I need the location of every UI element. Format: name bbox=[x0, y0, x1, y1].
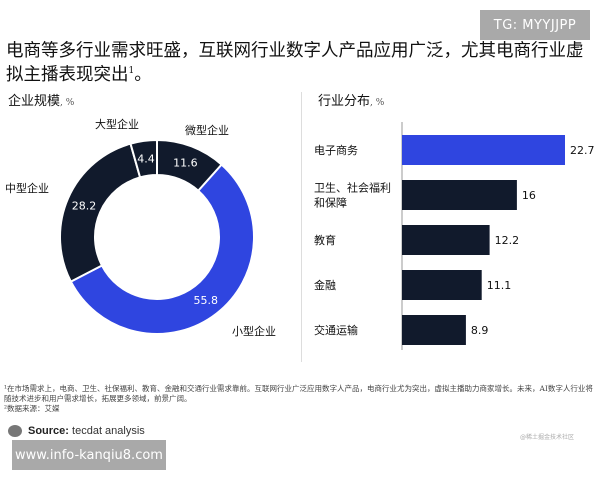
tecdat-logo-icon bbox=[8, 425, 22, 438]
bar-title: 行业分布, % bbox=[318, 94, 385, 109]
bar bbox=[402, 270, 482, 300]
bar-category-label: 金融 bbox=[314, 278, 336, 292]
slice-value: 4.4 bbox=[137, 152, 155, 165]
bar bbox=[402, 225, 490, 255]
slice-label: 中型企业 bbox=[5, 181, 49, 195]
bar bbox=[402, 135, 565, 165]
bar-value: 22.7 bbox=[570, 144, 595, 157]
bar bbox=[402, 180, 517, 210]
donut-slice bbox=[59, 142, 142, 283]
donut-title: 企业规模, % bbox=[8, 94, 75, 109]
footnotes: ¹在市场需求上，电商、卫生、社保福利、教育、金融和交通行业需求靠前。互联网行业广… bbox=[4, 384, 594, 414]
slice-value: 28.2 bbox=[72, 199, 97, 212]
slice-value: 11.6 bbox=[173, 157, 198, 170]
slice-label: 大型企业 bbox=[95, 117, 139, 131]
footnote-1: ¹在市场需求上，电商、卫生、社保福利、教育、金融和交通行业需求靠前。互联网行业广… bbox=[4, 384, 593, 403]
watermark-bottom: www.info-kanqiu8.com bbox=[12, 440, 166, 470]
bar-category-label: 教育 bbox=[314, 233, 336, 247]
donut-slice bbox=[129, 138, 158, 179]
title-text: 电商等多行业需求旺盛，互联网行业数字人产品应用广泛，尤其电商行业虚拟主播表现突出 bbox=[6, 41, 584, 85]
donut-unit: % bbox=[65, 98, 75, 108]
bar-title-text: 行业分布 bbox=[318, 94, 371, 109]
slice-label: 小型企业 bbox=[232, 324, 276, 338]
divider bbox=[301, 92, 302, 362]
watermark-top: TG: MYYJJPP bbox=[480, 10, 590, 40]
bar-value: 8.9 bbox=[471, 324, 489, 337]
bar-unit: % bbox=[375, 98, 385, 108]
title-footnote: 1 bbox=[128, 66, 135, 76]
bar-category-label: 和保障 bbox=[314, 196, 347, 210]
bar-value: 16 bbox=[522, 189, 536, 202]
bar-value: 12.2 bbox=[495, 234, 520, 247]
title-end: 。 bbox=[134, 64, 152, 85]
donut-slice bbox=[69, 163, 255, 335]
source-label: Source: bbox=[28, 425, 69, 437]
bar-value: 11.1 bbox=[487, 279, 512, 292]
donut-chart: 11.6 微型企业 55.8 小型企业 28.2 中型企业 4.4 大型企业 bbox=[5, 117, 276, 338]
footnote-2: ²数据来源：艾媒 bbox=[4, 404, 60, 413]
page-title: 电商等多行业需求旺盛，互联网行业数字人产品应用广泛，尤其电商行业虚拟主播表现突出… bbox=[6, 41, 596, 85]
bar-category-label: 卫生、社会福利 bbox=[314, 181, 391, 195]
corner-mark: @稀土掘金技术社区 bbox=[520, 434, 575, 441]
bar-category-label: 交通运输 bbox=[314, 323, 358, 337]
slice-value: 55.8 bbox=[193, 294, 218, 307]
donut-title-text: 企业规模 bbox=[8, 94, 61, 109]
bar-category-label: 电子商务 bbox=[314, 143, 358, 157]
source-line: Source: tecdat analysis bbox=[8, 425, 145, 438]
source-text: tecdat analysis bbox=[72, 425, 145, 437]
slice-label: 微型企业 bbox=[185, 123, 229, 137]
bar bbox=[402, 315, 466, 345]
